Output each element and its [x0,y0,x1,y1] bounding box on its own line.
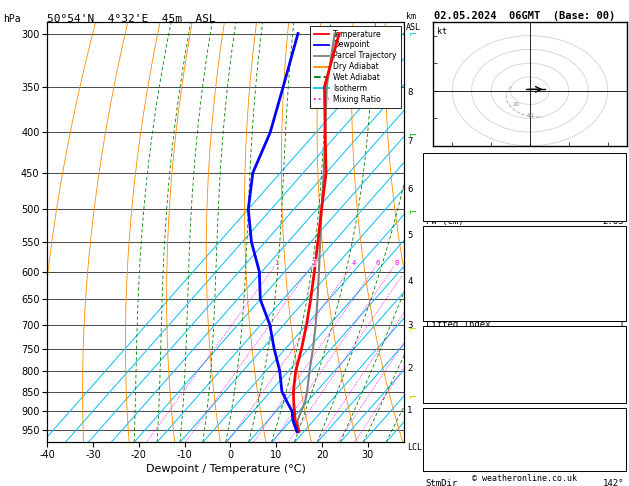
Text: 20: 20 [513,102,520,106]
Text: 7: 7 [408,137,413,146]
Text: 1: 1 [408,406,413,415]
Text: hPa: hPa [3,14,21,24]
Text: 02.05.2024  06GMT  (Base: 00): 02.05.2024 06GMT (Base: 00) [433,11,615,21]
Text: Lifted Index: Lifted Index [426,397,491,405]
Text: LCL: LCL [408,443,422,451]
Text: 50°54'N  4°32'E  45m  ASL: 50°54'N 4°32'E 45m ASL [47,14,216,24]
Text: K: K [426,172,431,180]
X-axis label: Dewpoint / Temperature (°C): Dewpoint / Temperature (°C) [146,464,306,474]
Text: Pressure (mb): Pressure (mb) [426,351,496,360]
Text: 2: 2 [312,260,316,266]
Text: kt: kt [437,27,447,36]
Text: 6: 6 [408,185,413,194]
Text: 3B: 3B [613,442,624,451]
Text: 8: 8 [408,88,413,97]
Text: 1: 1 [618,320,624,329]
Text: 142°: 142° [603,479,624,486]
Text: -1: -1 [613,397,624,405]
Text: 0: 0 [618,343,624,351]
Text: StmDir: StmDir [426,479,458,486]
Text: -17: -17 [608,434,624,442]
Text: 53: 53 [613,194,624,203]
Text: 900: 900 [608,351,624,360]
Text: ⌐: ⌐ [409,129,417,139]
Text: CIN (J): CIN (J) [426,365,464,374]
Text: Temp (°C): Temp (°C) [426,251,474,260]
Text: PW (cm): PW (cm) [426,217,464,226]
Text: 6: 6 [376,260,381,266]
Text: ⌐: ⌐ [409,29,417,39]
Text: θᴇ (K): θᴇ (K) [426,374,458,382]
Text: 13.9: 13.9 [603,251,624,260]
Text: 30: 30 [613,172,624,180]
Text: 315: 315 [608,297,624,306]
Text: Most Unstable: Most Unstable [490,332,560,342]
Text: 1: 1 [275,260,279,266]
Text: km
ASL: km ASL [406,12,421,32]
Text: 319: 319 [608,374,624,382]
Text: 0: 0 [618,365,624,374]
Text: CAPE (J): CAPE (J) [426,343,469,351]
Text: 4: 4 [408,277,413,286]
Text: ⌐: ⌐ [409,324,417,334]
Legend: Temperature, Dewpoint, Parcel Trajectory, Dry Adiabat, Wet Adiabat, Isotherm, Mi: Temperature, Dewpoint, Parcel Trajectory… [310,26,401,108]
Text: 2: 2 [408,364,413,373]
Text: 2.63: 2.63 [603,217,624,226]
Text: 5: 5 [408,231,413,240]
Text: CAPE (J): CAPE (J) [426,419,469,428]
Text: 30: 30 [526,113,533,118]
Text: 162: 162 [608,419,624,428]
Text: EH: EH [426,434,437,442]
Text: ⌐: ⌐ [409,391,417,401]
Text: ⌐: ⌐ [409,207,417,217]
Text: Dewp (°C): Dewp (°C) [426,274,474,283]
Text: Lifted Index: Lifted Index [426,320,491,329]
Text: Surface: Surface [506,233,543,242]
Text: © weatheronline.co.uk: © weatheronline.co.uk [472,474,577,483]
Text: 3: 3 [408,321,413,330]
Text: θᴇ(K): θᴇ(K) [426,297,453,306]
Text: 1: 1 [618,456,624,465]
Text: 8: 8 [394,260,399,266]
Text: Totals Totals: Totals Totals [426,194,496,203]
Text: 13.5: 13.5 [603,274,624,283]
Text: 4: 4 [352,260,356,266]
Text: CIN (J): CIN (J) [426,442,464,451]
Text: SREH: SREH [426,456,447,465]
Text: Hodograph: Hodograph [501,415,549,424]
